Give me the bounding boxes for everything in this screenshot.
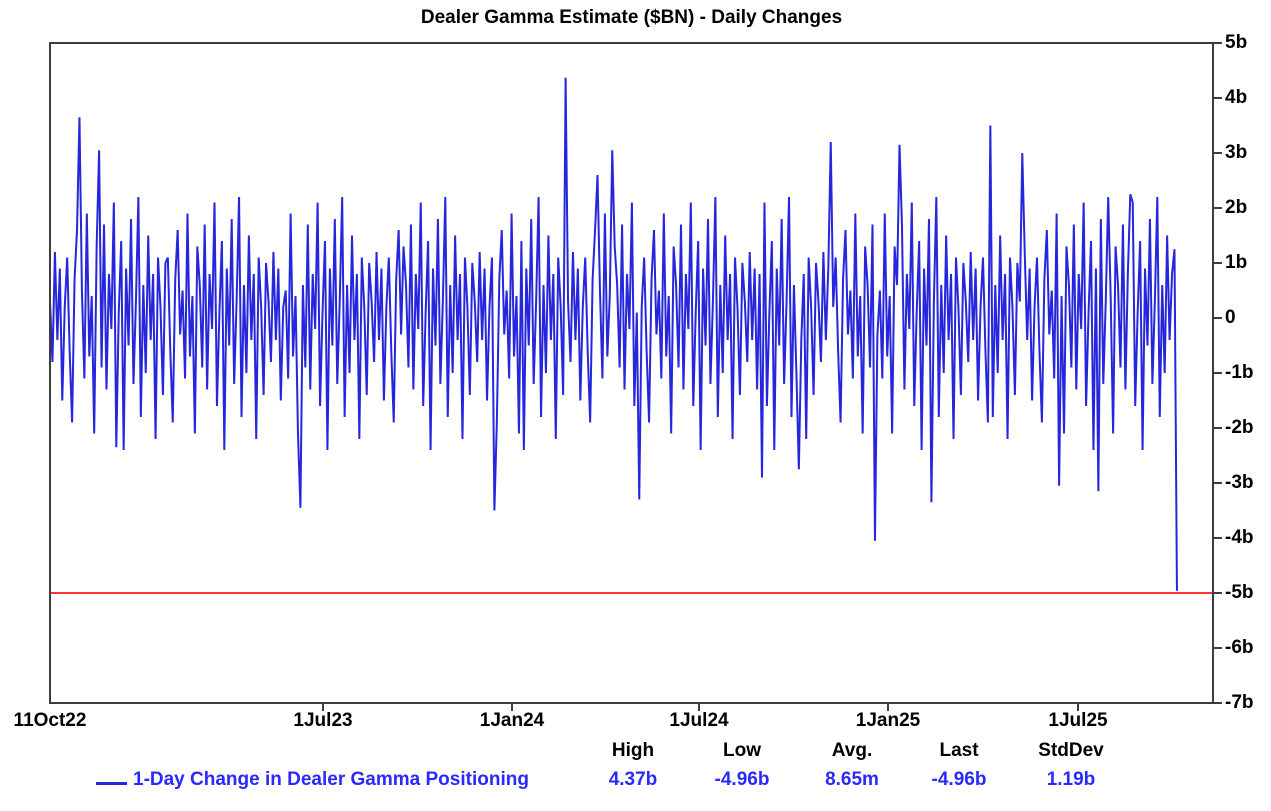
chart-title: Dealer Gamma Estimate ($BN) - Daily Chan… xyxy=(420,7,843,28)
x-axis-tick-label: 11Oct22 xyxy=(13,710,87,731)
stat-value-avg: 8.65m xyxy=(825,769,879,790)
stat-value-low: -4.96b xyxy=(714,769,770,790)
plot-area xyxy=(49,42,1222,711)
series-line xyxy=(49,77,1178,591)
y-axis-tick-label: 1b xyxy=(1225,252,1248,273)
stat-header-last: Last xyxy=(939,740,979,761)
y-axis-tick-label: -2b xyxy=(1225,417,1254,438)
legend-line-swatch xyxy=(96,782,127,785)
y-axis-tick-label: -7b xyxy=(1225,692,1254,713)
y-axis-tick-label: 4b xyxy=(1225,87,1248,108)
stat-header-avg: Avg. xyxy=(831,740,873,761)
y-axis-tick-label: -3b xyxy=(1225,472,1254,493)
y-axis-tick-label: 5b xyxy=(1225,32,1248,53)
x-axis-tick-label: 1Jan25 xyxy=(855,710,921,731)
y-axis-tick-label: -6b xyxy=(1225,637,1254,658)
y-axis-tick-label: 2b xyxy=(1225,197,1248,218)
y-axis-tick-label: -1b xyxy=(1225,362,1254,383)
y-axis-tick-label: -4b xyxy=(1225,527,1254,548)
x-axis-tick-label: 1Jul23 xyxy=(293,710,353,731)
legend-series-label: 1-Day Change in Dealer Gamma Positioning xyxy=(133,769,529,790)
x-axis-tick-label: 1Jul25 xyxy=(1048,710,1108,731)
stat-header-stddev: StdDev xyxy=(1038,740,1104,761)
y-axis-tick-label: -5b xyxy=(1225,582,1254,603)
stat-header-low: Low xyxy=(723,740,761,761)
x-axis-tick-label: 1Jul24 xyxy=(669,710,729,731)
x-axis-tick-label: 1Jan24 xyxy=(479,710,545,731)
y-axis-tick-label: 3b xyxy=(1225,142,1248,163)
stat-value-high: 4.37b xyxy=(608,769,658,790)
stat-value-last: -4.96b xyxy=(931,769,987,790)
y-axis-tick-label: 0 xyxy=(1225,307,1236,328)
stat-header-high: High xyxy=(611,740,655,761)
stat-value-stddev: 1.19b xyxy=(1046,769,1096,790)
